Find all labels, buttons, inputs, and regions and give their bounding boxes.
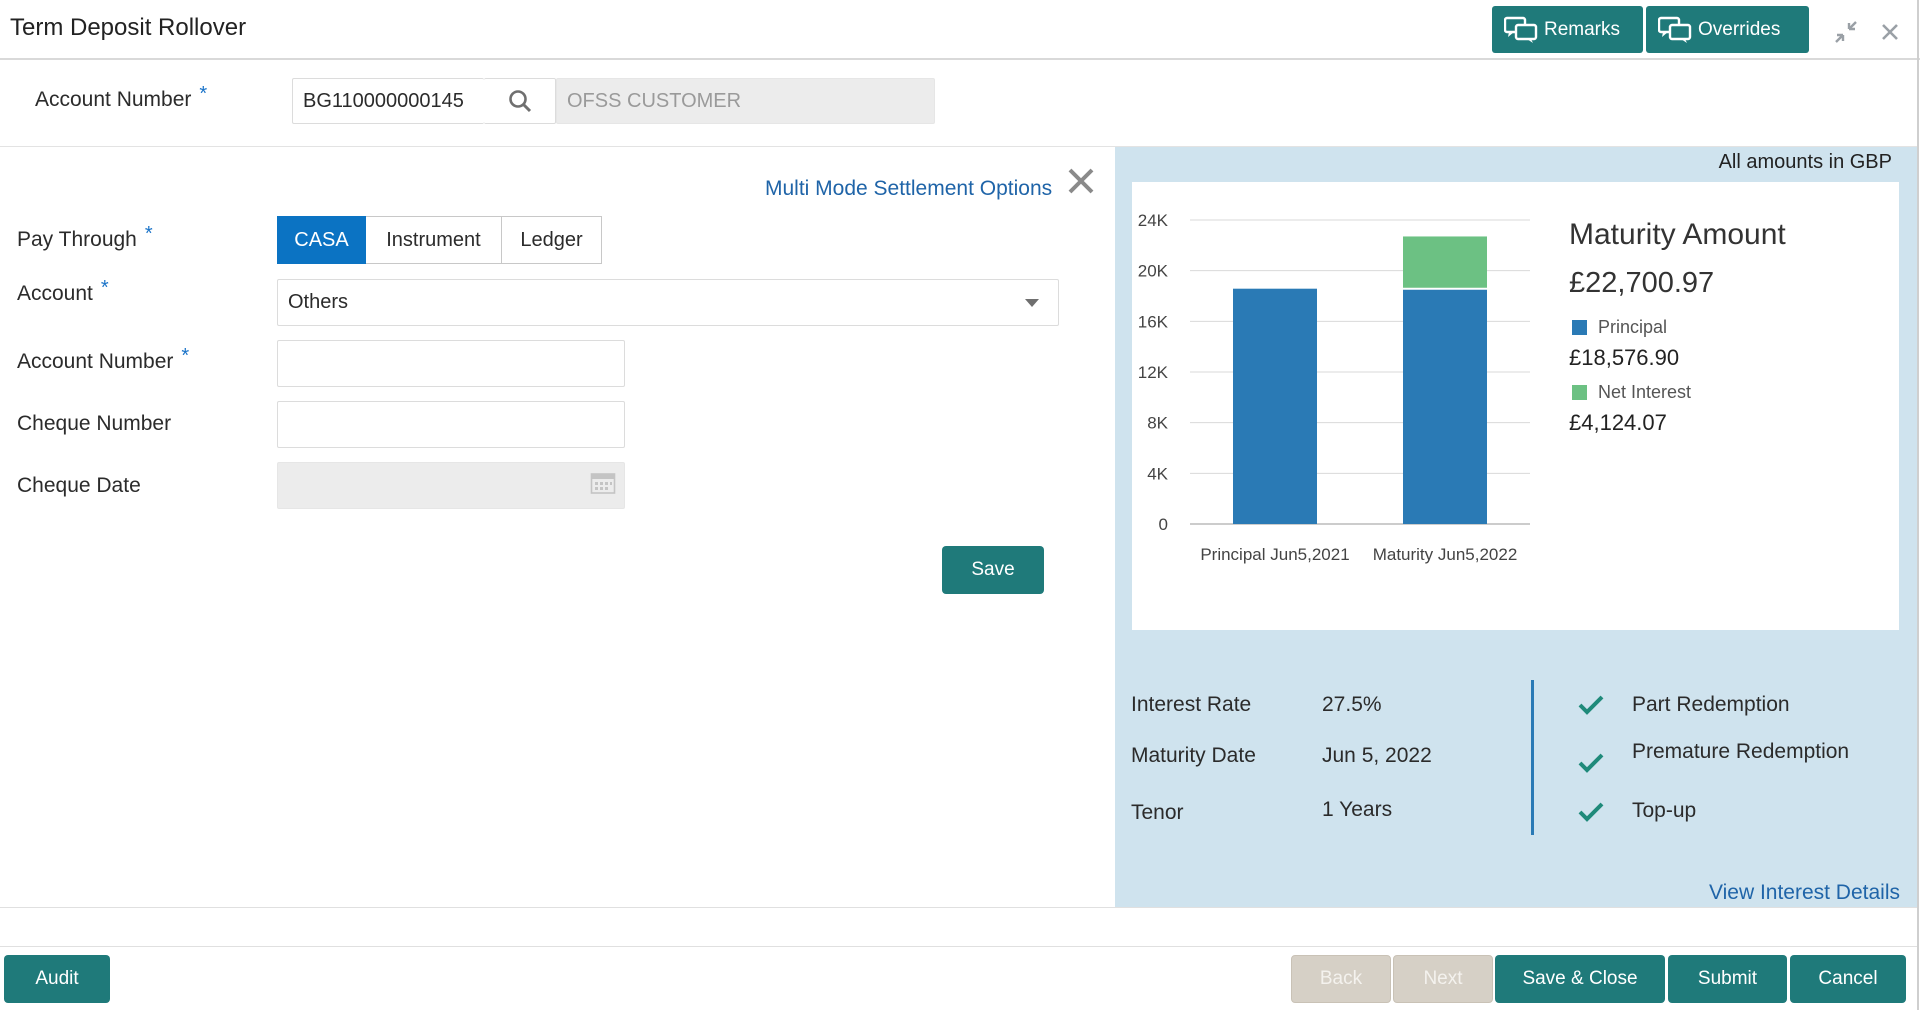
pay-through-label-text: Pay Through xyxy=(17,228,137,251)
cancel-button[interactable]: Cancel xyxy=(1790,955,1906,1003)
check-icon xyxy=(1578,752,1604,779)
y-tick-label: 8K xyxy=(1147,414,1168,433)
calendar-icon xyxy=(590,471,616,501)
required-marker: * xyxy=(199,83,208,105)
cheque-date-label: Cheque Date xyxy=(17,474,141,497)
maturity-date-value: Jun 5, 2022 xyxy=(1322,744,1432,767)
pay-through-casa[interactable]: CASA xyxy=(277,216,366,264)
maturity-chart: 0 4K 8K 12K 16K 20K 24K Principal Jun5,2021 Matu… xyxy=(1138,211,1530,564)
chevron-down-icon xyxy=(1024,291,1040,314)
legend-interest-value: £4,124.07 xyxy=(1569,410,1667,435)
account-label-text: Account xyxy=(17,282,93,305)
bar-net-interest xyxy=(1403,236,1487,289)
tenor-label: Tenor xyxy=(1131,801,1184,824)
legend-swatch-principal xyxy=(1572,320,1587,335)
pay-through-label: Pay Through * xyxy=(17,223,153,252)
audit-button[interactable]: Audit xyxy=(4,955,110,1003)
account-select-value: Others xyxy=(288,291,349,313)
check-icon xyxy=(1578,694,1604,721)
y-tick-label: 16K xyxy=(1138,312,1169,331)
page-title: Term Deposit Rollover xyxy=(10,14,247,41)
account-number-form-label: Account Number * xyxy=(17,345,189,374)
interest-rate-label: Interest Rate xyxy=(1131,693,1252,716)
required-marker: * xyxy=(144,223,153,245)
compress-icon[interactable] xyxy=(1832,18,1860,46)
y-tick-label: 4K xyxy=(1147,464,1168,483)
bar-principal xyxy=(1233,288,1317,524)
interest-rate-value: 27.5% xyxy=(1322,693,1382,716)
account-number-input[interactable]: BG110000000145 xyxy=(292,78,484,124)
account-number-field[interactable] xyxy=(277,340,625,387)
required-marker: * xyxy=(181,345,190,367)
close-settlement-icon[interactable] xyxy=(1066,166,1096,196)
next-button[interactable]: Next xyxy=(1393,955,1493,1003)
maturity-amount: £22,700.97 xyxy=(1569,267,1715,299)
y-tick-label: 0 xyxy=(1159,515,1168,534)
pay-through-ledger[interactable]: Ledger xyxy=(502,216,602,264)
right-border xyxy=(1917,0,1919,1010)
section-divider xyxy=(0,146,1917,147)
close-icon[interactable] xyxy=(1876,18,1904,46)
chat-bubbles-icon xyxy=(1503,16,1538,44)
tenor-value: 1 Years xyxy=(1322,798,1393,821)
legend-principal-label: Principal xyxy=(1598,317,1668,337)
save-settlement-button[interactable]: Save xyxy=(942,546,1044,594)
currency-note: All amounts in GBP xyxy=(1718,151,1892,173)
account-number-label: Account Number * xyxy=(35,83,207,112)
save-close-button[interactable]: Save & Close xyxy=(1495,955,1665,1003)
bar-principal xyxy=(1403,288,1487,524)
account-number-form-label-text: Account Number xyxy=(17,350,174,373)
feature-part-redemption: Part Redemption xyxy=(1632,693,1790,716)
details-separator xyxy=(1531,680,1534,835)
required-marker: * xyxy=(100,277,109,299)
account-number-label-text: Account Number xyxy=(35,88,192,111)
customer-name-value: OFSS CUSTOMER xyxy=(567,89,742,112)
cheque-number-label: Cheque Number xyxy=(17,412,172,435)
cheque-date-field xyxy=(277,462,625,509)
y-tick-label: 24K xyxy=(1138,211,1169,230)
footer-divider xyxy=(0,907,1917,908)
submit-button[interactable]: Submit xyxy=(1668,955,1787,1003)
overrides-label: Overrides xyxy=(1698,18,1781,40)
feature-premature-redemption: Premature Redemption xyxy=(1632,740,1850,763)
footer-divider xyxy=(0,946,1917,947)
multi-mode-settlement-link[interactable]: Multi Mode Settlement Options xyxy=(765,177,1053,200)
search-icon[interactable] xyxy=(484,78,556,124)
legend-principal-value: £18,576.90 xyxy=(1569,345,1680,370)
remarks-label: Remarks xyxy=(1544,18,1621,40)
account-label: Account * xyxy=(17,277,109,306)
customer-name-field: OFSS CUSTOMER xyxy=(556,78,935,124)
feature-top-up: Top-up xyxy=(1632,799,1697,822)
x-tick-label: Principal Jun5,2021 xyxy=(1200,545,1349,564)
maturity-title: Maturity Amount xyxy=(1569,218,1786,251)
account-select[interactable]: Others xyxy=(277,279,1059,326)
maturity-date-label: Maturity Date xyxy=(1131,744,1256,767)
remarks-button[interactable]: Remarks xyxy=(1492,6,1643,53)
legend-interest-label: Net Interest xyxy=(1598,382,1692,402)
legend-swatch-interest xyxy=(1572,385,1587,400)
back-button[interactable]: Back xyxy=(1291,955,1391,1003)
check-icon xyxy=(1578,801,1604,828)
pay-through-instrument[interactable]: Instrument xyxy=(366,216,502,264)
cheque-number-field[interactable] xyxy=(277,401,625,448)
y-tick-label: 20K xyxy=(1138,262,1169,281)
x-tick-label: Maturity Jun5,2022 xyxy=(1373,545,1518,564)
view-interest-details-link[interactable]: View Interest Details xyxy=(1708,881,1900,904)
y-tick-label: 12K xyxy=(1138,363,1169,382)
overrides-button[interactable]: Overrides xyxy=(1646,6,1809,53)
pay-through-segmented: CASA Instrument Ledger xyxy=(277,216,602,264)
account-number-value: BG110000000145 xyxy=(303,89,464,112)
chat-bubbles-icon xyxy=(1657,16,1692,44)
